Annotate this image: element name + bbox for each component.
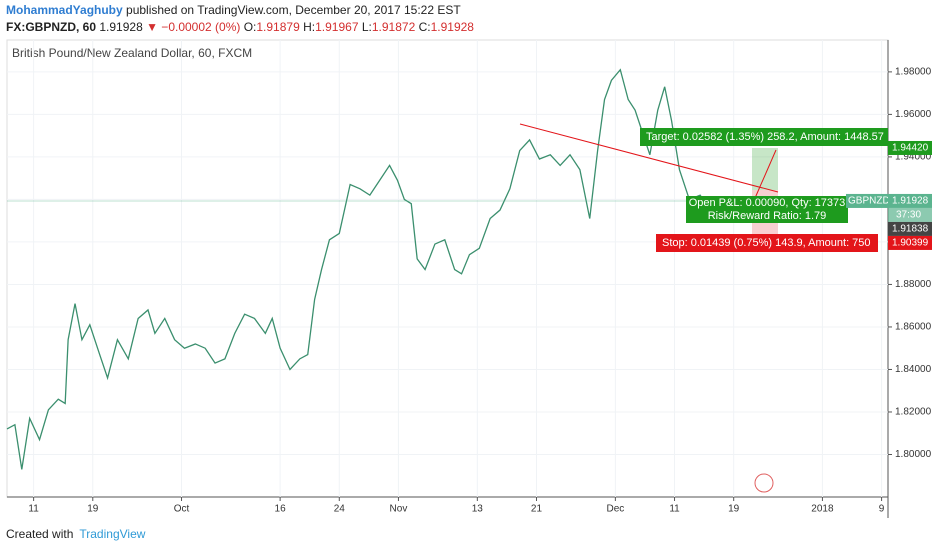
- trend-line: [519, 123, 779, 193]
- stop-label: Stop: 0.01439 (0.75%) 143.9, Amount: 750: [662, 237, 871, 249]
- x-tick-label: 19: [728, 504, 740, 515]
- series-name-tag: [846, 193, 888, 208]
- chart-title: British Pound/New Zealand Dollar, 60, FX…: [12, 46, 252, 60]
- price-line: [6, 68, 751, 470]
- series-name: GBPNZD: [848, 196, 890, 207]
- ohlc-value: 1.91967: [315, 20, 359, 34]
- price-marker-label: 1.91838: [892, 224, 929, 235]
- x-tick-label: 21: [531, 504, 543, 515]
- y-tick-label: 1.98000: [895, 67, 932, 78]
- countdown-box: [888, 207, 932, 222]
- price-marker-label: 1.94420: [892, 143, 929, 154]
- ohlc-key: O:: [243, 20, 257, 34]
- created: Created with: [6, 527, 74, 541]
- x-tick-label: 11: [28, 504, 39, 515]
- header: MohammadYaghuby published on TradingView…: [6, 2, 474, 36]
- countdown: 37:30: [896, 210, 921, 221]
- y-tick-label: 1.88000: [895, 279, 932, 290]
- x-tick-label: 24: [334, 504, 346, 515]
- pnl-box: [686, 196, 848, 223]
- x-tick-label: 19: [87, 504, 99, 515]
- x-tick-label: 13: [472, 504, 484, 515]
- pnl-label: Open P&L: 0.00090, Qty: 17373: [689, 197, 846, 209]
- path-arrow: [751, 149, 777, 206]
- ohlc-value: 1.91928: [430, 20, 474, 34]
- y-tick-label: 1.94000: [895, 152, 932, 163]
- y-tick-label: 1.80000: [895, 449, 932, 460]
- ohlc-value: 1.91879: [256, 20, 300, 34]
- ohlc: O:1.91879 H:1.91967 L:1.91872 C:1.91928: [244, 20, 474, 34]
- plot-frame: [6, 39, 889, 498]
- target-label: Target: 0.02582 (1.35%) 258.2, Amount: 1…: [646, 131, 884, 143]
- stop-box: [656, 234, 878, 252]
- ohlc-key: L:: [361, 20, 372, 34]
- price-marker: [888, 221, 932, 236]
- chart: British Pound/New Zealand Dollar, 60, FX…: [6, 39, 932, 518]
- x-tick-label: 2018: [811, 504, 834, 515]
- ohlc-key: C:: [418, 20, 431, 34]
- event-icon[interactable]: [754, 473, 774, 493]
- footer: Created with TradingView: [6, 527, 145, 541]
- author[interactable]: MohammadYaghuby: [6, 3, 123, 17]
- y-tick-label: 1.86000: [895, 322, 932, 333]
- x-tick-label: 16: [275, 504, 287, 515]
- x-tick-label: Dec: [606, 504, 624, 515]
- change: ▼ −0.00002 (0%): [146, 20, 241, 34]
- price-marker-label: 1.91928: [892, 196, 929, 207]
- y-tick-label: 1.84000: [895, 364, 932, 375]
- price-marker: [888, 235, 932, 250]
- symbol: FX:GBPNZD, 60: [6, 20, 97, 34]
- price-marker: [888, 140, 932, 155]
- ohlc-key: H:: [303, 20, 316, 34]
- base-layer: [6, 40, 888, 497]
- y-tick-label: 1.96000: [895, 109, 932, 120]
- x-tick-label: 11: [669, 504, 680, 515]
- brand[interactable]: TradingView: [79, 527, 146, 541]
- x-tick-label: Oct: [174, 504, 190, 515]
- last: 1.91928: [99, 20, 143, 34]
- y-tick-label: 1.82000: [895, 407, 932, 418]
- ohlc-value: 1.91872: [371, 20, 416, 34]
- published: published on TradingView.com, December 2…: [126, 3, 461, 17]
- target-box: [640, 128, 888, 146]
- axis-layer: 1.800001.820001.840001.860001.880001.900…: [28, 67, 932, 515]
- x-tick-label: 9: [879, 504, 885, 515]
- ratio-label: Risk/Reward Ratio: 1.79: [708, 210, 827, 222]
- price-marker: [888, 193, 932, 208]
- x-tick-label: Nov: [390, 504, 408, 515]
- price-marker-label: 1.90399: [892, 238, 929, 249]
